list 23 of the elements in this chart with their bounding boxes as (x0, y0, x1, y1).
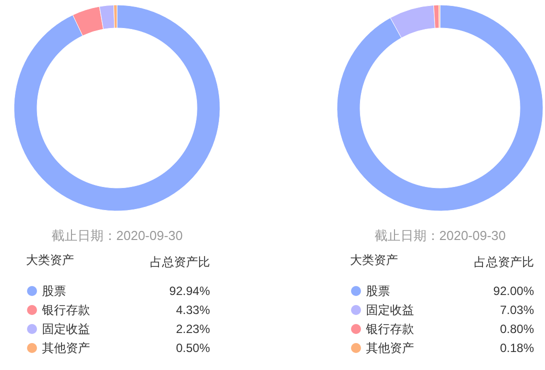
legend-label: 固定收益 (42, 322, 90, 336)
data-label: 0.50% (176, 341, 210, 355)
data-label: 0.80% (500, 322, 534, 336)
data-label: 92.00% (493, 284, 534, 298)
donut-slice (14, 4, 220, 212)
data-label: 4.33% (176, 303, 210, 317)
legend-label: 股票 (42, 284, 66, 298)
text: 截止日期：2020-09-30 (51, 228, 183, 243)
legend-label: 其他资产 (366, 341, 414, 355)
legend-label: 固定收益 (366, 303, 414, 317)
text: 截止日期：2020-09-30 (374, 228, 506, 243)
data-label: 0.18% (500, 341, 534, 355)
data-label: 2.23% (176, 322, 210, 336)
text: 占总资产比 (150, 255, 210, 269)
legend-label: 银行存款 (41, 303, 90, 317)
legend-label: 其他资产 (42, 341, 90, 355)
data-label: 92.94% (169, 284, 210, 298)
legend-title: 大类资产 (350, 253, 398, 267)
legend-title: 大类资产 (26, 253, 74, 267)
legend-label: 股票 (366, 284, 390, 298)
data-label: 7.03% (500, 303, 534, 317)
legend-label: 银行存款 (365, 322, 414, 336)
text: 占总资产比 (474, 255, 534, 269)
